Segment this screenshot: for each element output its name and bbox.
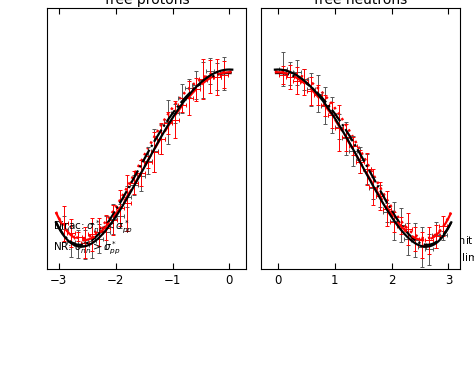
Title: free protons: free protons	[105, 0, 189, 7]
Legend: NR, Dirac, NR; w/o p$_{NN}$ limit, Dirac; w/o p$_{NN}$ limit: NR, Dirac, NR; w/o p$_{NN}$ limit, Dirac…	[346, 204, 474, 269]
Text: Dirac: $\sigma^*_{nn}<\sigma^*_{pp}$: Dirac: $\sigma^*_{nn}<\sigma^*_{pp}$	[53, 219, 133, 236]
Title: free neutrons: free neutrons	[314, 0, 407, 7]
Text: NR: $\sigma^*_{nn}>\sigma^*_{pp}$: NR: $\sigma^*_{nn}>\sigma^*_{pp}$	[53, 240, 121, 257]
